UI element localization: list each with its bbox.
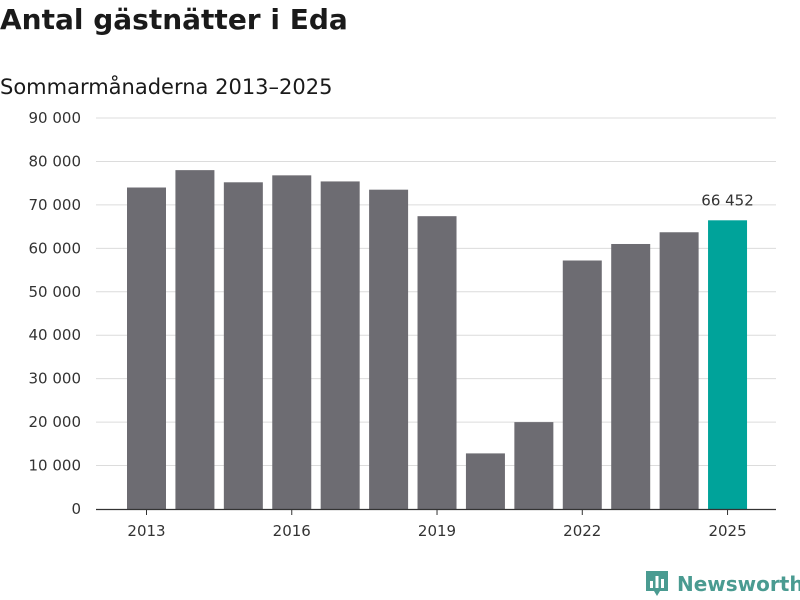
x-tick-label: 2016 [273,522,311,540]
y-tick-label: 0 [71,500,81,518]
bar-2022 [562,260,602,509]
bar-2016 [272,175,312,509]
bar-2024 [659,232,699,509]
x-tick-label: 2022 [563,522,601,540]
y-tick-label: 90 000 [29,109,82,127]
chart-subtitle: Sommarmånaderna 2013–2025 [0,75,333,99]
data-labels: 66 452 [701,191,754,209]
y-tick-label: 70 000 [29,196,82,214]
y-tick-label: 80 000 [29,152,82,170]
y-tick-label: 10 000 [29,457,82,475]
bar-2020 [465,453,505,509]
bars [127,170,748,509]
bar-2013 [127,187,166,509]
bar-2023 [611,243,651,509]
y-tick-label: 30 000 [29,370,82,388]
y-tick-label: 50 000 [29,283,82,301]
data-label: 66 452 [701,191,754,209]
y-tick-label: 60 000 [29,239,82,257]
newsworthy-logo-icon [646,571,668,596]
bar-2014 [175,170,215,509]
brand-logo[interactable]: Newsworthy [644,569,800,598]
bar-2017 [320,181,360,509]
bar-2025 [708,220,748,509]
bar-2019 [417,216,457,509]
bar-2015 [223,182,263,509]
x-tick-label: 2019 [418,522,456,540]
x-tick-label: 2013 [127,522,165,540]
x-tick-label: 2025 [708,522,746,540]
bar-2021 [514,422,554,509]
axes: 0 10 000 20 000 30 000 40 000 50 000 60 000 70 … [29,109,776,540]
y-tick-label: 20 000 [29,413,82,431]
brand-name: Newsworthy [677,571,800,596]
bar-2018 [369,189,409,509]
chart-title: Antal gästnätter i Eda [0,3,348,36]
y-tick-label: 40 000 [29,326,82,344]
